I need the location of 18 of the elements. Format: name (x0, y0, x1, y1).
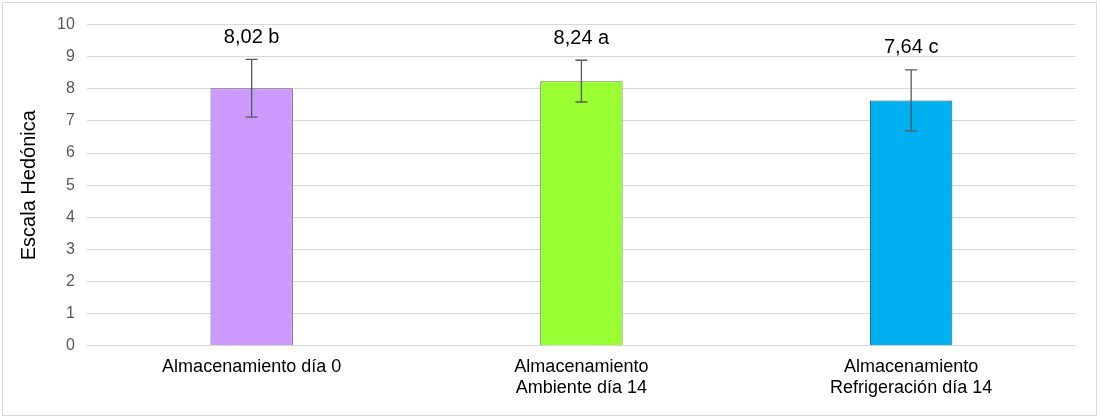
data-label: 8,24 a (553, 25, 611, 48)
y-tick-label: 0 (65, 336, 75, 354)
x-tick-label: Almacenamiento día 0 (162, 355, 342, 376)
y-axis-title: Escala Hedónica (16, 109, 39, 261)
data-label: 8,02 b (223, 24, 280, 47)
y-tick-label: 7 (65, 111, 75, 129)
y-tick-label: 8 (65, 79, 75, 97)
x-tick-label: Almacenamiento Ambiente día 14 (514, 355, 649, 398)
y-tick-label: 10 (57, 15, 75, 33)
y-tick-label: 9 (65, 47, 75, 65)
y-tick-label: 1 (65, 304, 75, 322)
y-tick-label: 6 (65, 143, 75, 161)
x-tick-label: Almacenamiento Refrigeración día 14 (830, 355, 993, 398)
y-tick-label: 3 (65, 239, 75, 257)
y-tick-label: 2 (65, 271, 75, 289)
y-tick-label: 4 (65, 207, 75, 225)
y-tick-label: 5 (65, 175, 75, 193)
data-label: 7,64 c (883, 35, 939, 58)
